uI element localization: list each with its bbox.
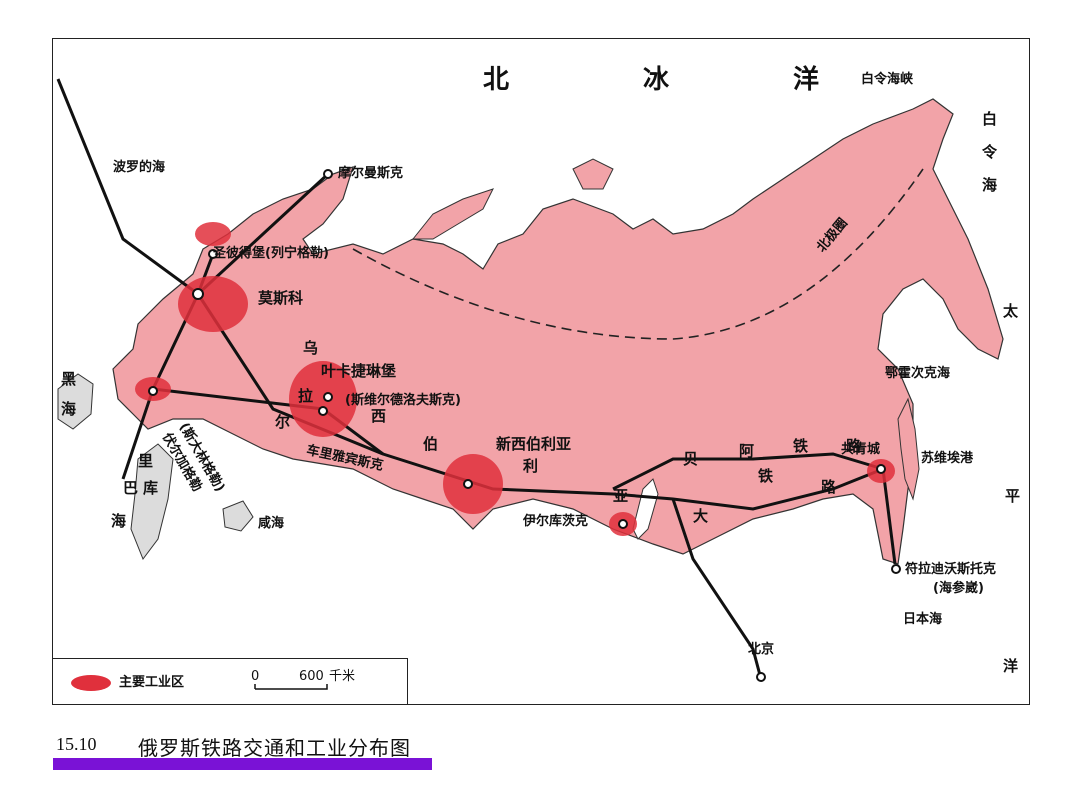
scale-zero: 0 xyxy=(251,669,260,684)
label-murmansk: 摩尔曼斯克 xyxy=(338,166,404,181)
label-bam-3: 铁 xyxy=(793,437,809,455)
caspian-sea xyxy=(130,443,174,561)
label-beijing: 北京 xyxy=(748,642,775,657)
city-marker-irkutsk xyxy=(618,519,628,529)
label-japan-sea: 日本海 xyxy=(903,612,943,627)
city-marker-volgograd xyxy=(148,386,158,396)
city-marker-moscow xyxy=(192,288,204,300)
scale-unit: 千米 xyxy=(329,669,356,684)
figure-number: 15.10 xyxy=(56,734,97,754)
map-frame: 北 冰 洋 白令海峡 白令海 太 平 洋 波罗的海 摩尔曼斯克 圣彼得堡(列宁格… xyxy=(52,38,1030,705)
label-black-sea: 黑海 xyxy=(61,370,77,418)
label-novosibirsk: 新西伯利亚 xyxy=(496,435,572,453)
legend-graphics xyxy=(71,675,328,691)
scale-bar xyxy=(254,684,328,690)
city-marker-chelyabinsk xyxy=(318,406,328,416)
label-caspian-4: 海 xyxy=(111,512,127,530)
label-ural-3: 尔 xyxy=(275,413,291,431)
label-transsib-2: 铁 xyxy=(758,467,774,485)
aral-sea xyxy=(222,500,254,532)
label-sovgavan: 苏维埃港 xyxy=(921,451,974,466)
label-bering-sea: 白令海 xyxy=(980,111,998,210)
label-bam-2: 阿 xyxy=(739,442,755,460)
scale-value: 600 xyxy=(299,669,324,684)
label-okhotsk: 鄂霍次克海 xyxy=(885,366,951,381)
label-pacific-2: 平 xyxy=(1005,487,1021,505)
label-caspian-3: 库 xyxy=(143,479,159,497)
label-haishenwei: (海参崴) xyxy=(933,581,984,596)
sakhalin-island xyxy=(897,397,920,501)
severnaya-zemlya xyxy=(572,158,614,190)
label-siberia-2: 伯 xyxy=(423,435,439,453)
legend-industrial-label: 主要工业区 xyxy=(119,675,185,690)
label-arctic-ocean-1: 北 xyxy=(483,65,510,95)
label-caspian-1: 里 xyxy=(138,452,154,470)
city-marker-komsomolsk xyxy=(876,464,886,474)
city-marker-murmansk xyxy=(323,169,333,179)
russia-territory xyxy=(112,98,1004,565)
city-markers xyxy=(148,169,901,682)
label-moscow: 莫斯科 xyxy=(258,289,304,307)
label-yekaterinburg: 叶卡捷琳堡 xyxy=(321,362,397,380)
label-komsomolsk: 共青城 xyxy=(841,442,881,457)
label-ural-2: 拉 xyxy=(298,387,314,405)
legend-industrial-swatch xyxy=(71,675,111,691)
label-baltic-sea: 波罗的海 xyxy=(113,160,166,175)
city-marker-novosibirsk xyxy=(463,479,473,489)
industrial-zone-st-petersburg xyxy=(195,222,231,246)
city-marker-beijing xyxy=(756,672,766,682)
label-caspian-2: 巴 xyxy=(123,479,139,497)
label-arctic-ocean-2: 冰 xyxy=(643,65,670,95)
caption-underline xyxy=(53,758,432,770)
label-bam-1: 贝 xyxy=(683,450,699,468)
label-ural-1: 乌 xyxy=(303,339,319,357)
label-transsib-1: 大 xyxy=(693,507,709,525)
russia-map xyxy=(56,78,1004,682)
city-marker-yekaterinburg xyxy=(323,392,333,402)
figure-title: 俄罗斯铁路交通和工业分布图 xyxy=(138,736,411,760)
label-transsib-3: 路 xyxy=(821,478,837,496)
label-bam-4: 路 xyxy=(846,437,862,455)
industrial-zone-moscow xyxy=(178,276,248,332)
label-arctic-ocean-3: 洋 xyxy=(793,65,820,95)
city-marker-vladivostok xyxy=(891,564,901,574)
label-xianhai: 咸海 xyxy=(258,516,285,531)
arctic-circle xyxy=(352,168,924,340)
label-irkutsk: 伊尔库茨克 xyxy=(523,514,589,529)
label-pacific-3: 洋 xyxy=(1003,657,1019,675)
label-siberia-3: 利 xyxy=(523,457,539,475)
black-sea xyxy=(57,373,94,430)
map-legend: 主要工业区 0 600 千米 xyxy=(52,658,408,705)
label-siberia-1: 西 xyxy=(371,407,387,425)
label-siberia-4: 亚 xyxy=(613,487,629,505)
city-marker-st-petersburg xyxy=(208,249,218,259)
industrial-zone-ural xyxy=(289,361,357,437)
label-pacific-1: 太 xyxy=(1003,302,1019,320)
novaya-zemlya xyxy=(411,188,494,240)
label-st-petersburg: 圣彼得堡(列宁格勒) xyxy=(213,246,329,261)
label-vladivostok: 符拉迪沃斯托克 xyxy=(905,562,997,577)
label-sverdlovsk: (斯维尔德洛夫斯克) xyxy=(345,393,461,408)
label-bering-strait: 白令海峡 xyxy=(861,72,914,87)
